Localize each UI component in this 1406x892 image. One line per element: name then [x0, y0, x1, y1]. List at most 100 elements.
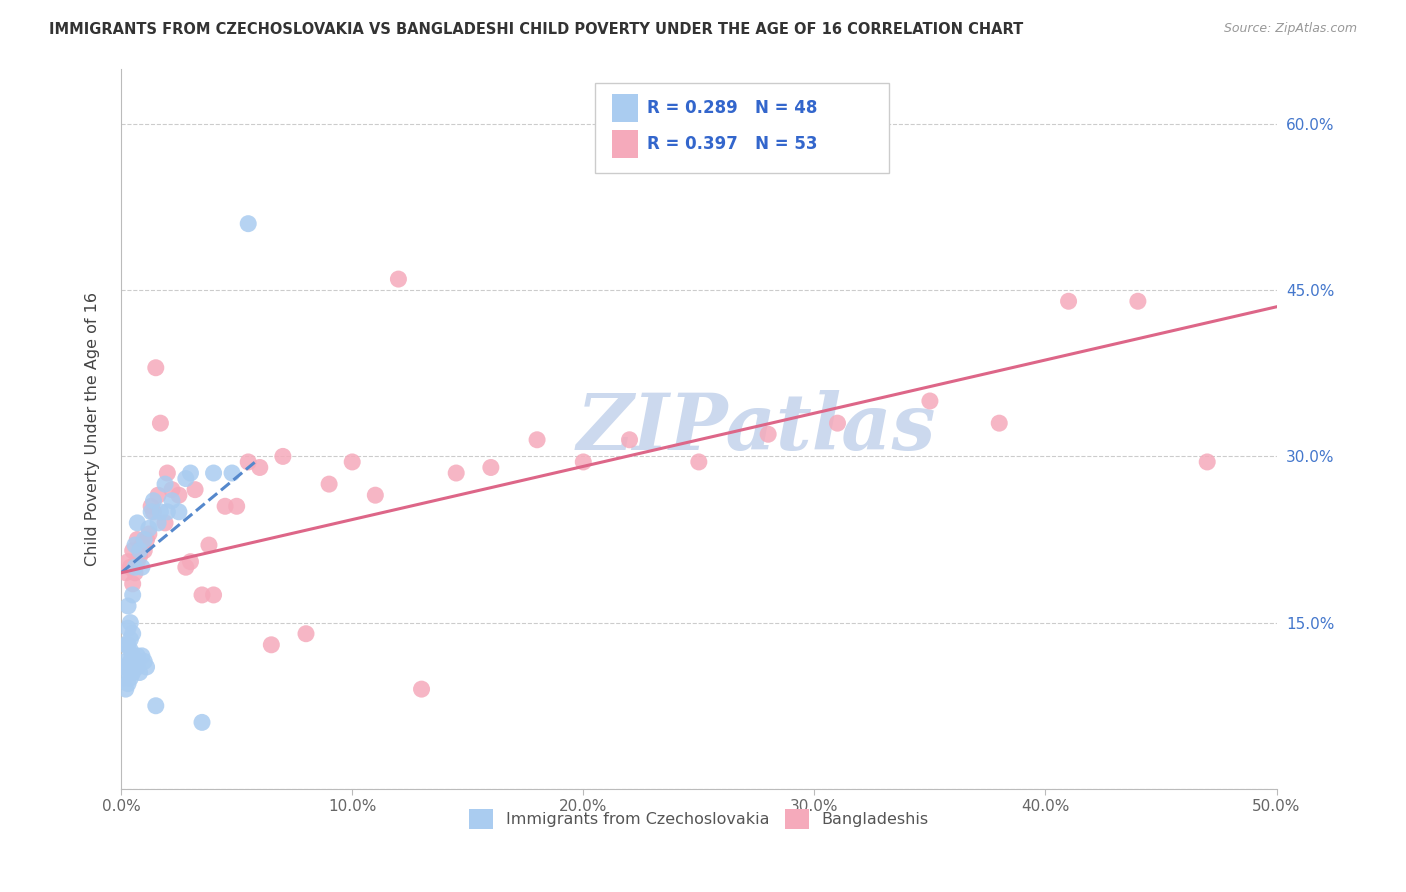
- Point: [688, 455, 710, 469]
- Text: Source: ZipAtlas.com: Source: ZipAtlas.com: [1223, 22, 1357, 36]
- Point: [225, 500, 247, 514]
- Point: [134, 655, 156, 669]
- Text: IMMIGRANTS FROM CZECHOSLOVAKIA VS BANGLADESHI CHILD POVERTY UNDER THE AGE OF 16 : IMMIGRANTS FROM CZECHOSLOVAKIA VS BANGLA…: [49, 22, 1024, 37]
- Point: [120, 632, 142, 647]
- Point: [238, 455, 260, 469]
- Point: [112, 671, 135, 685]
- Point: [191, 715, 214, 730]
- Point: [221, 466, 243, 480]
- Point: [295, 626, 318, 640]
- Point: [128, 543, 150, 558]
- Point: [146, 488, 169, 502]
- Point: [127, 660, 149, 674]
- Point: [184, 483, 207, 497]
- Point: [142, 505, 165, 519]
- Point: [145, 698, 167, 713]
- Point: [364, 488, 387, 502]
- Point: [179, 466, 201, 480]
- FancyBboxPatch shape: [612, 95, 637, 122]
- Point: [134, 543, 156, 558]
- Point: [128, 549, 150, 563]
- Point: [114, 682, 136, 697]
- Point: [121, 665, 143, 680]
- Point: [124, 566, 146, 580]
- Point: [127, 648, 149, 663]
- Point: [145, 360, 167, 375]
- Point: [112, 660, 135, 674]
- Point: [135, 660, 157, 674]
- Point: [479, 460, 502, 475]
- Text: R = 0.397   N = 53: R = 0.397 N = 53: [647, 136, 817, 153]
- Point: [988, 416, 1011, 430]
- Point: [131, 648, 153, 663]
- Point: [121, 543, 143, 558]
- Point: [202, 466, 225, 480]
- FancyBboxPatch shape: [612, 130, 637, 158]
- Point: [167, 505, 190, 519]
- Point: [121, 588, 143, 602]
- Point: [619, 433, 641, 447]
- Point: [117, 638, 139, 652]
- Point: [120, 615, 142, 630]
- Point: [214, 500, 236, 514]
- Point: [202, 588, 225, 602]
- Point: [127, 516, 149, 530]
- Point: [141, 500, 163, 514]
- Point: [238, 217, 260, 231]
- Point: [121, 577, 143, 591]
- Point: [1126, 294, 1149, 309]
- Point: [135, 533, 157, 547]
- Point: [117, 621, 139, 635]
- Y-axis label: Child Poverty Under the Age of 16: Child Poverty Under the Age of 16: [86, 292, 100, 566]
- Point: [124, 560, 146, 574]
- Point: [572, 455, 595, 469]
- Point: [342, 455, 364, 469]
- Point: [121, 648, 143, 663]
- Point: [149, 416, 172, 430]
- Point: [318, 477, 340, 491]
- FancyBboxPatch shape: [595, 83, 890, 173]
- Point: [918, 394, 941, 409]
- Point: [526, 433, 548, 447]
- Text: ZIPatlas: ZIPatlas: [576, 391, 936, 467]
- Point: [131, 538, 153, 552]
- Point: [117, 555, 139, 569]
- Point: [127, 533, 149, 547]
- Point: [1197, 455, 1219, 469]
- Point: [117, 660, 139, 674]
- Point: [153, 477, 176, 491]
- Point: [114, 638, 136, 652]
- Point: [124, 538, 146, 552]
- Point: [128, 665, 150, 680]
- Point: [160, 483, 183, 497]
- Point: [134, 533, 156, 547]
- Point: [756, 427, 779, 442]
- Point: [121, 626, 143, 640]
- Point: [260, 638, 283, 652]
- Point: [179, 555, 201, 569]
- Point: [138, 521, 160, 535]
- Point: [114, 566, 136, 580]
- Point: [120, 560, 142, 574]
- Point: [198, 538, 221, 552]
- Point: [124, 655, 146, 669]
- Point: [120, 671, 142, 685]
- Point: [131, 560, 153, 574]
- Point: [827, 416, 849, 430]
- Point: [138, 527, 160, 541]
- Point: [114, 655, 136, 669]
- Point: [411, 682, 433, 697]
- Point: [1057, 294, 1080, 309]
- Point: [174, 472, 197, 486]
- Point: [117, 599, 139, 613]
- Point: [120, 655, 142, 669]
- Point: [444, 466, 467, 480]
- Text: R = 0.289   N = 48: R = 0.289 N = 48: [647, 99, 817, 117]
- Point: [156, 505, 179, 519]
- Point: [142, 493, 165, 508]
- Point: [149, 505, 172, 519]
- Point: [156, 466, 179, 480]
- Point: [191, 588, 214, 602]
- Legend: Immigrants from Czechoslovakia, Bangladeshis: Immigrants from Czechoslovakia, Banglade…: [463, 803, 935, 835]
- Point: [146, 516, 169, 530]
